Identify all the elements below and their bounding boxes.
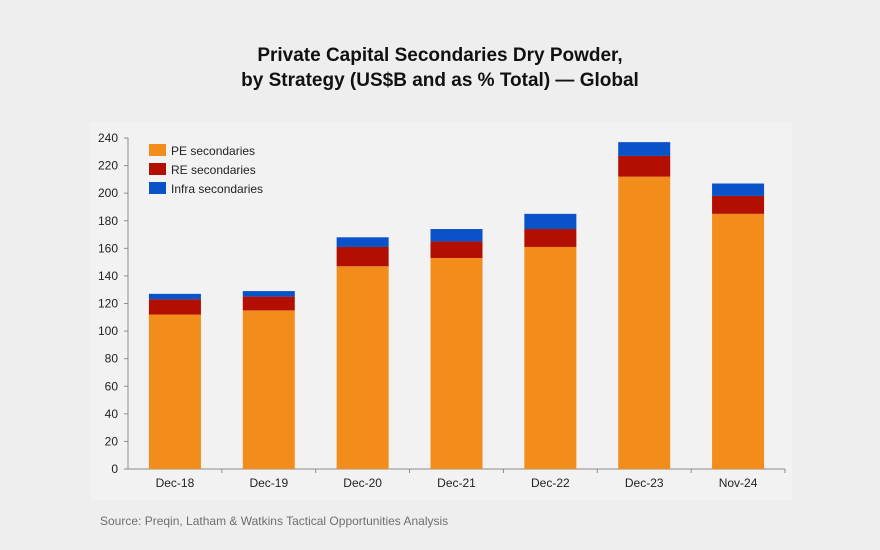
chart-title-line-2: by Strategy (US$B and as % Total) — Glob… xyxy=(241,70,639,91)
bar-segment-re-secondaries xyxy=(618,155,671,177)
x-tick-label: Dec-18 xyxy=(156,476,195,490)
y-tick-label: 200 xyxy=(98,186,118,200)
bar-segment-re-secondaries xyxy=(148,299,201,315)
bar-segment-infra-secondaries xyxy=(242,291,295,297)
bar-segment-infra-secondaries xyxy=(618,142,671,156)
source-note: Source: Preqin, Latham & Watkins Tactica… xyxy=(100,514,449,528)
bar-segment-re-secondaries xyxy=(430,241,483,258)
y-tick-label: 120 xyxy=(98,297,118,311)
x-tick-label: Dec-22 xyxy=(531,476,570,490)
legend-swatch xyxy=(149,163,166,175)
bar-segment-infra-secondaries xyxy=(336,237,389,247)
legend-label: PE secondaries xyxy=(171,144,255,158)
bar-segment-re-secondaries xyxy=(712,195,765,214)
y-tick-label: 140 xyxy=(98,269,118,283)
bar-segment-infra-secondaries xyxy=(524,213,577,230)
x-tick-label: Dec-19 xyxy=(249,476,288,490)
bar-segment-re-secondaries xyxy=(524,229,577,247)
y-tick-label: 240 xyxy=(98,131,118,145)
x-tick-label: Dec-23 xyxy=(625,476,664,490)
bar-segment-pe-secondaries xyxy=(712,213,765,469)
x-tick-label: Dec-20 xyxy=(343,476,382,490)
bar-segment-pe-secondaries xyxy=(148,314,201,469)
y-tick-label: 100 xyxy=(98,324,118,338)
bar-segment-pe-secondaries xyxy=(524,246,577,469)
bar-segment-re-secondaries xyxy=(336,246,389,267)
y-tick-label: 160 xyxy=(98,241,118,255)
bar-segment-pe-secondaries xyxy=(430,257,483,469)
legend-swatch xyxy=(149,182,166,194)
chart-title: Private Capital Secondaries Dry Powder, … xyxy=(0,43,880,93)
legend-swatch xyxy=(149,144,166,156)
y-tick-label: 0 xyxy=(111,462,118,476)
legend-label: Infra secondaries xyxy=(171,182,263,196)
bar-segment-infra-secondaries xyxy=(148,293,201,300)
y-tick-label: 180 xyxy=(98,214,118,228)
y-tick-label: 220 xyxy=(98,159,118,173)
bar-segment-pe-secondaries xyxy=(618,176,671,469)
y-tick-label: 60 xyxy=(105,379,119,393)
bar-segment-re-secondaries xyxy=(242,296,295,311)
chart-title-line-1: Private Capital Secondaries Dry Powder, xyxy=(257,45,623,66)
bar-segment-pe-secondaries xyxy=(336,266,389,469)
bar-segment-infra-secondaries xyxy=(712,183,765,196)
y-tick-label: 40 xyxy=(105,407,119,421)
legend-label: RE secondaries xyxy=(171,163,256,177)
y-tick-label: 80 xyxy=(105,352,119,366)
y-tick-label: 20 xyxy=(105,434,119,448)
x-tick-label: Nov-24 xyxy=(719,476,758,490)
x-tick-label: Dec-21 xyxy=(437,476,476,490)
bar-segment-pe-secondaries xyxy=(242,310,295,469)
bar-segment-infra-secondaries xyxy=(430,229,483,242)
